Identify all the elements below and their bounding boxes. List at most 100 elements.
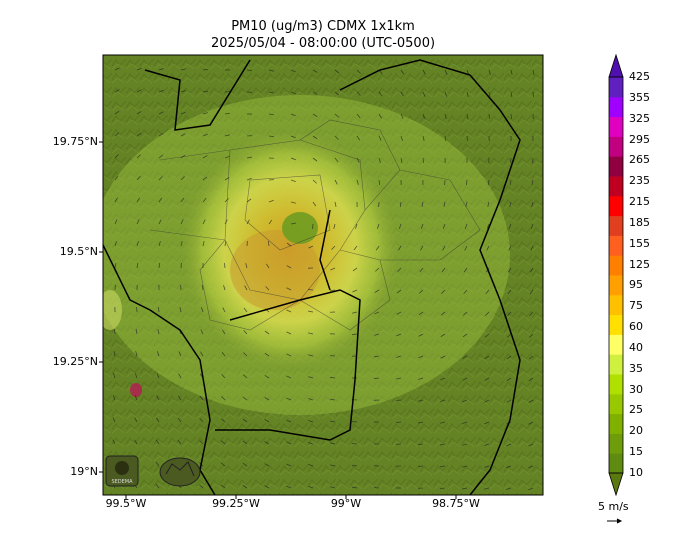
- wind-arrow: [487, 201, 490, 207]
- wind-arrow: [114, 175, 119, 181]
- wind-arrow: [158, 241, 161, 247]
- wind-arrow: [264, 374, 270, 379]
- colorbar-swatch: [609, 235, 623, 256]
- wind-arrow: [330, 486, 336, 489]
- wind-arrow: [312, 201, 317, 207]
- wind-arrow: [507, 311, 512, 316]
- wind-arrow: [199, 484, 204, 489]
- wind-arrow: [178, 373, 182, 379]
- wind-arrow: [264, 397, 270, 401]
- wind-arrow: [180, 68, 186, 71]
- wind-arrow: [290, 69, 296, 73]
- wind-arrow: [356, 91, 361, 96]
- wind-arrow: [223, 285, 226, 291]
- wind-arrow: [286, 331, 292, 335]
- wind-arrow: [224, 155, 230, 159]
- wind-arrow: [135, 329, 138, 335]
- wind-arrow: [443, 201, 446, 207]
- wind-arrow: [422, 157, 424, 164]
- wind-arrow: [353, 245, 358, 251]
- wind-arrow: [421, 201, 424, 207]
- y-tick-label: 19.25°N: [52, 355, 98, 368]
- wind-arrow: [134, 373, 138, 379]
- wind-arrow: [333, 223, 336, 229]
- y-tick-label: 19.75°N: [52, 135, 98, 148]
- wind-arrow: [290, 91, 296, 95]
- wind-arrow: [224, 112, 231, 115]
- hotspot-marker: [130, 383, 142, 397]
- wind-arrow: [312, 157, 318, 162]
- colorbar-label: 40: [629, 340, 643, 354]
- wind-arrow: [178, 351, 182, 357]
- wind-vectors: [111, 67, 535, 491]
- wind-arrow: [202, 90, 208, 93]
- wind-arrow: [351, 464, 358, 467]
- wind-arrow: [180, 133, 186, 137]
- wind-arrow: [442, 245, 446, 251]
- wind-arrow: [156, 351, 160, 357]
- wind-arrow: [440, 421, 446, 424]
- wind-arrow: [268, 113, 274, 116]
- wind-arrow: [400, 157, 403, 163]
- wind-arrow: [334, 69, 340, 74]
- wind-arrow: [374, 333, 380, 336]
- colorbar-label: 20: [629, 424, 643, 438]
- wind-arrow: [396, 333, 402, 337]
- wind-arrow: [444, 69, 448, 75]
- wind-arrow: [356, 179, 359, 185]
- wind-arrow: [242, 418, 248, 423]
- wind-arrow: [510, 91, 513, 97]
- colorbar-label: 425: [629, 70, 650, 83]
- wind-arrow: [113, 351, 116, 357]
- wind-arrow: [114, 67, 120, 71]
- wind-arrow: [531, 201, 534, 207]
- wind-arrow: [220, 484, 226, 489]
- wind-arrow: [528, 377, 534, 382]
- colorbar-swatch: [609, 255, 623, 276]
- wind-arrow: [330, 398, 336, 401]
- wind-arrow: [135, 351, 138, 357]
- wind-arrow: [134, 417, 138, 423]
- colorbar-label: 75: [629, 299, 643, 313]
- wind-arrow: [398, 245, 402, 251]
- wind-arrow: [264, 441, 270, 445]
- wind-arrow: [400, 69, 405, 75]
- wind-arrow: [378, 113, 382, 119]
- wind-arrow: [286, 441, 292, 445]
- wind-arrow: [464, 245, 468, 251]
- wind-arrow: [114, 197, 118, 203]
- wind-arrow: [179, 307, 182, 313]
- wind-arrow: [307, 289, 314, 291]
- wind-arrow: [156, 373, 160, 379]
- wind-arrow: [312, 179, 317, 184]
- colorbar-swatch: [609, 334, 623, 355]
- wind-arrow: [510, 69, 513, 75]
- wind-arrow: [422, 135, 425, 141]
- wind-arrow: [202, 112, 208, 115]
- wind-arrow: [264, 330, 270, 335]
- wind-arrow: [114, 89, 120, 93]
- wind-arrow: [356, 113, 361, 119]
- wind-arrow: [290, 179, 296, 182]
- wind-arrow: [484, 487, 490, 490]
- wind-arrow: [244, 285, 248, 291]
- wind-arrow: [180, 241, 183, 247]
- wind-arrow: [158, 197, 163, 203]
- wind-arrow: [396, 289, 402, 294]
- colorbar-swatch: [609, 96, 623, 118]
- colorbar-swatch: [609, 314, 623, 335]
- wind-arrow: [220, 462, 226, 467]
- wind-arrow: [308, 310, 314, 313]
- wind-arrow: [422, 113, 426, 119]
- x-tick-label: 99.5°W: [105, 497, 147, 510]
- wind-arrow: [308, 245, 314, 249]
- wind-arrow: [136, 197, 141, 203]
- wind-arrow: [487, 179, 490, 186]
- wind-arrow: [134, 439, 138, 445]
- wind-arrow: [265, 263, 270, 269]
- wind-arrow: [420, 223, 424, 229]
- wind-arrow: [462, 421, 468, 425]
- wind-arrow: [528, 487, 534, 491]
- wind-arrow: [243, 352, 248, 357]
- wind-arrow: [400, 91, 404, 97]
